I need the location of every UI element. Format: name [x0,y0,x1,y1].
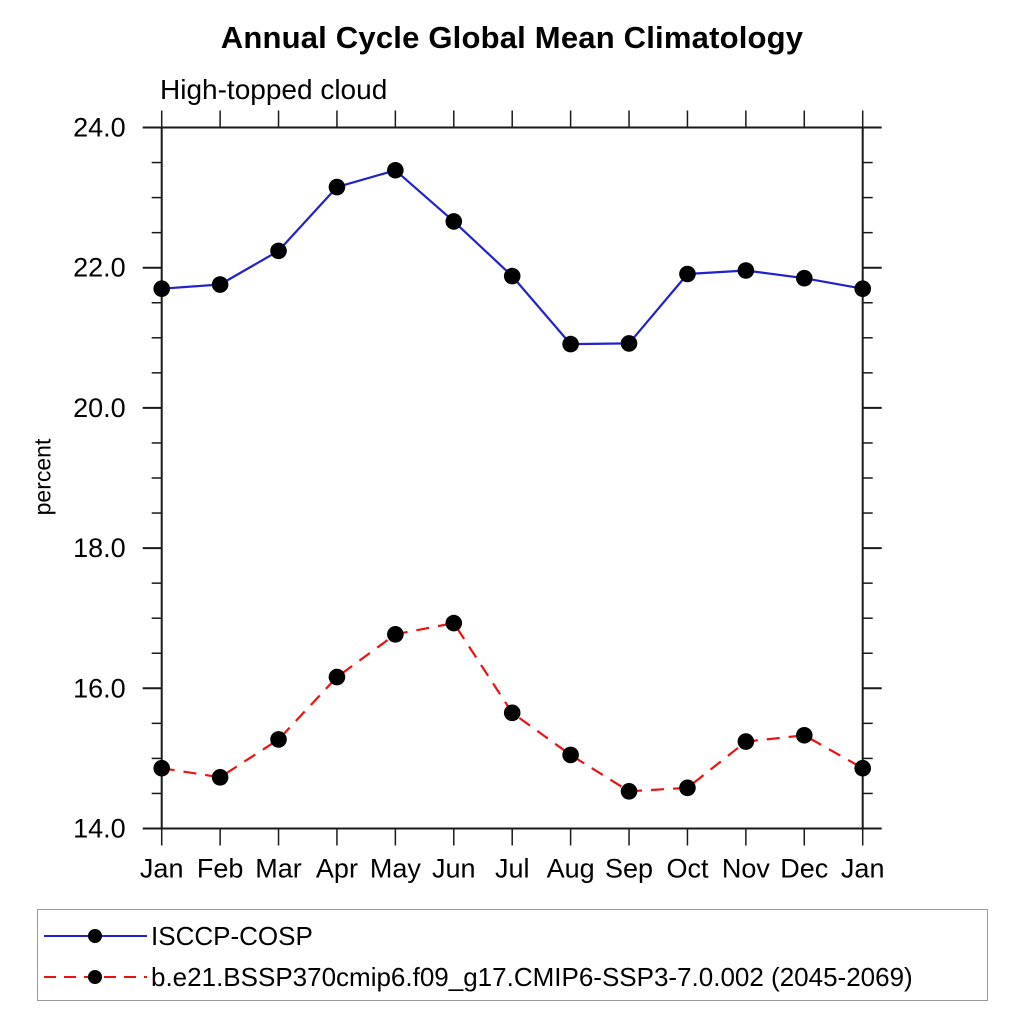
data-point [503,267,521,285]
y-tick-label: 18.0 [73,533,126,563]
x-tick-label: Nov [722,854,771,884]
legend-marker-dot [88,970,102,984]
data-point [328,668,346,686]
x-tick-label: Jan [140,854,184,884]
legend-label-obs: ISCCP-COSP [151,921,313,951]
data-point [737,262,755,279]
data-point [620,335,638,352]
legend-line-sample-solid [44,929,147,943]
data-point [854,759,871,777]
data-point [328,178,346,196]
x-tick-label: Jan [841,854,885,884]
series-line-0 [161,169,863,346]
data-point [153,759,170,777]
data-point [211,276,229,293]
x-tick-label: May [370,854,422,884]
data-point [795,726,813,744]
data-point [270,242,287,260]
y-tick-label: 22.0 [73,253,126,283]
data-point [387,161,404,179]
x-tick-label: Feb [197,854,244,884]
legend-box: ISCCP-COSP b.e21.BSSP370cmip6.f09_g17.CM… [37,909,988,1001]
data-point [795,269,813,287]
y-tick-label: 14.0 [73,814,126,844]
data-point [503,704,521,722]
data-point [854,280,871,298]
data-point [620,783,638,800]
legend-entry-model: b.e21.BSSP370cmip6.f09_g17.CMIP6-SSP3-7.… [41,964,913,990]
data-point [445,614,463,632]
chart-title: Annual Cycle Global Mean Climatology [220,20,804,55]
x-tick-label: Jun [432,854,476,884]
data-point [270,731,287,748]
legend-entry-obs: ISCCP-COSP [41,923,313,949]
data-point [737,733,755,750]
legend-marker-dot [88,929,102,943]
x-tick-label: Jul [495,854,530,884]
x-tick-label: Aug [547,854,595,884]
legend-label-model: b.e21.BSSP370cmip6.f09_g17.CMIP6-SSP3-7.… [151,962,913,992]
data-point [211,769,229,786]
y-tick-label: 20.0 [73,393,126,423]
x-tick-label: Apr [316,854,358,884]
data-point [445,213,463,230]
data-point [679,779,696,797]
data-point [387,626,404,643]
legend-line-sample-dashed [44,970,147,984]
data-point [562,335,579,353]
plot-area: 14.0 16.0 18.0 20.0 22.0 24.0 Jan Feb Mar Apr May J… [73,110,885,884]
x-tick-label: Sep [605,854,653,884]
chart-subtitle: High-topped cloud [160,74,388,105]
y-tick-label: 24.0 [73,113,126,143]
x-tick-label: Dec [780,854,828,884]
data-point [562,746,579,764]
data-point [153,280,170,298]
x-tick-label: Oct [666,854,709,884]
data-point [679,265,696,283]
x-tick-label: Mar [255,854,302,884]
y-tick-label: 16.0 [73,673,126,703]
